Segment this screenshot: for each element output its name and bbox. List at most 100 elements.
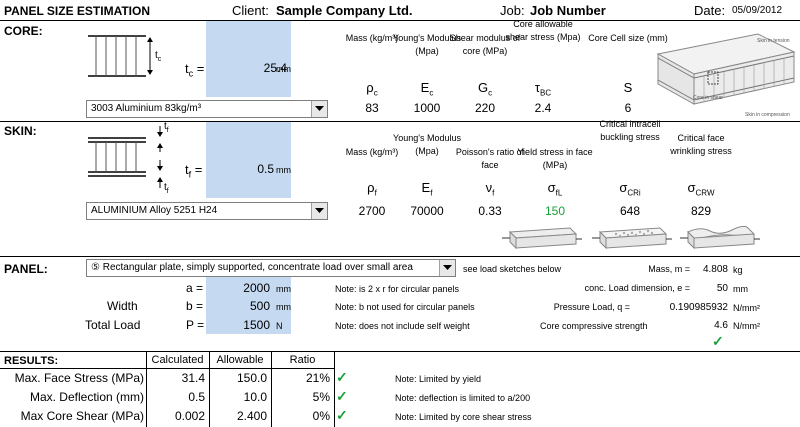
core-compressive-check-icon: ✓ [712,333,724,349]
symbol-subscript: CRi [627,188,641,198]
symbol-glyph: E [421,180,431,195]
core-value[interactable]: 2.4 [534,101,552,115]
date-label: Date: [694,3,726,18]
result-label: Max. Deflection (mm) [29,390,144,404]
col-calculated: Calculated [151,354,204,366]
skin-value[interactable]: 648 [619,204,641,218]
symbol-glyph: G [477,80,489,95]
skin-column-header: Yield stress in face (MPa) [517,147,593,170]
skin-value[interactable]: 2700 [358,204,386,218]
results-grid-line [146,351,147,427]
symbol-glyph: σ [687,180,696,195]
skin-compression-caption: Skin in compression [745,112,790,118]
skin-column-header: Mass (kg/m³) [345,147,399,157]
result-note: Note: Limited by core shear stress [395,412,532,422]
chevron-down-icon[interactable] [311,101,327,117]
p-input[interactable]: 1500 [243,318,270,332]
symbol-subscript: fL [555,188,563,198]
skin-column-header: Critical face wrinkling stress [670,133,732,156]
a-label: a = [186,281,204,295]
total-load-label: Total Load [85,318,141,332]
symbol-glyph: τ [534,80,540,95]
header-divider [0,20,800,21]
b-unit: mm [276,302,291,312]
symbol-subscript: CRW [695,188,715,198]
skin-value[interactable]: 150 [544,204,566,218]
symbol-glyph: ρ [366,80,374,95]
core-input-fill [206,21,291,97]
job-label: Job: [500,3,525,18]
skin-value[interactable]: 829 [690,204,712,218]
conc-label: conc. Load dimension, e = [584,283,690,293]
tc-input[interactable]: 25.4 [263,61,287,75]
skin-section-label: SKIN: [4,124,37,138]
results-grid-line [209,351,210,427]
tc-unit: mm [276,64,291,74]
a-input[interactable]: 2000 [243,281,270,295]
client-value[interactable]: Sample Company Ltd. [276,3,413,18]
load-case-select[interactable]: ⑤ Rectangular plate, simply supported, c… [86,259,456,277]
tf-unit: mm [276,165,291,175]
mass-unit: kg [733,265,743,275]
tf-input[interactable]: 0.5 [257,162,274,176]
skin-material-select[interactable]: ALUMINIUM Alloy 5251 H24 [86,202,328,220]
core-material-value: 3003 Aluminium 83kg/m³ [91,103,202,114]
results-grid-line [334,351,335,427]
chevron-down-icon[interactable] [439,260,455,276]
core-diagram-label: tc [155,50,162,63]
load-sketch-note: see load sketches below [463,264,562,274]
result-calculated: 0.5 [188,390,205,404]
skin-value[interactable]: 0.33 [478,204,502,218]
skin-symbol: σfL [517,180,593,198]
col-allowable: Allowable [216,354,264,366]
skin-value[interactable]: 70000 [410,204,444,218]
core-value[interactable]: 220 [474,101,496,115]
result-allowable: 10.0 [243,390,267,404]
date-value[interactable]: 05/09/2012 [732,5,783,16]
result-allowable: 150.0 [236,371,267,385]
mass-label: Mass, m = [648,264,690,274]
job-value[interactable]: Job Number [530,3,606,18]
core-value[interactable]: 1000 [413,101,441,115]
core-value[interactable]: 6 [624,101,632,115]
core-column-header: Core allowable shear stress (Mpa) [505,19,581,42]
pressure-label: Pressure Load, q = [553,302,630,312]
core-compressive-unit: N/mm² [733,321,760,331]
result-ratio: 5% [312,390,330,404]
conc-unit: mm [733,284,748,294]
result-ratio: 0% [312,409,330,423]
result-check-icon: ✓ [336,369,348,385]
p-unit: N [276,321,283,331]
core-divider [0,121,800,122]
skin-symbol: ρf [337,180,407,198]
skin-symbol: νf [452,180,528,198]
note-p: Note: does not include self weight [335,321,470,331]
core-symbol: τBC [505,80,581,98]
result-allowable: 2.400 [236,409,267,423]
result-check-icon: ✓ [336,407,348,423]
skin-column-header: Young's Modulus (Mpa) [393,133,461,156]
core-value[interactable]: 83 [365,101,379,115]
tc-label: tc = [185,61,205,79]
core-material-select[interactable]: 3003 Aluminium 83kg/m³ [86,100,328,118]
symbol-glyph: S [623,80,633,95]
b-input[interactable]: 500 [249,299,270,313]
core-column-header: Shear modulus of core (MPa) [449,33,521,56]
pressure-unit: N/mm² [733,303,760,313]
chevron-down-icon[interactable] [311,203,327,219]
symbol-subscript: c [488,88,493,98]
intracell-buckling-sketch [592,227,672,250]
result-calculated: 31.4 [181,371,205,385]
symbol-glyph: σ [619,180,628,195]
skin-tension-caption: Skin in tension [757,38,790,44]
core-diagram [88,35,153,77]
skin-input-fill [206,122,291,198]
results-grid-line [271,351,272,427]
core-column-header: Mass (kg/m³) [345,33,399,43]
col-ratio: Ratio [289,354,316,366]
result-check-icon: ✓ [336,388,348,404]
b-label: b = [186,299,204,313]
result-note: Note: Limited by yield [395,374,482,384]
a-unit: mm [276,284,291,294]
client-label: Client: [232,3,269,18]
